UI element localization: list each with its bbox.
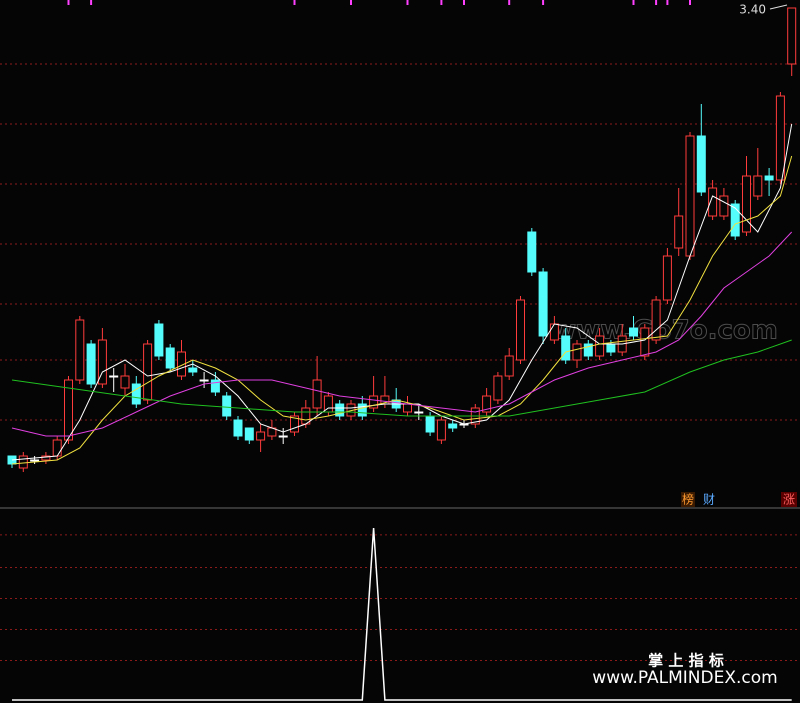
candle-body xyxy=(595,335,605,357)
badge-bg xyxy=(781,492,797,507)
candle-body xyxy=(165,347,175,369)
ma-line xyxy=(11,231,793,437)
candle-body xyxy=(730,203,740,237)
candle-body xyxy=(154,323,164,357)
candle-body xyxy=(787,7,797,65)
badge: 财 xyxy=(703,493,715,507)
candle-body xyxy=(143,343,153,401)
candle-body xyxy=(527,231,537,273)
candle-body xyxy=(493,375,503,401)
candle-body xyxy=(131,383,141,405)
candle-body xyxy=(120,375,130,389)
candle-body xyxy=(662,255,672,301)
candle-body xyxy=(436,419,446,441)
candle-body xyxy=(109,375,119,378)
candle-body xyxy=(640,327,650,357)
candle-body xyxy=(448,423,458,429)
candle-body xyxy=(651,299,661,341)
max-arrow xyxy=(769,4,788,10)
candle-body xyxy=(753,175,763,197)
candle-body xyxy=(742,175,751,233)
candle-body xyxy=(414,411,424,414)
watermark: www.Go7o.com xyxy=(552,316,778,346)
candle-body xyxy=(75,319,85,381)
candle-body xyxy=(538,271,548,337)
candle-body xyxy=(222,395,232,417)
candle-body xyxy=(549,323,559,341)
candle-body xyxy=(256,431,266,441)
candle-body xyxy=(357,403,367,417)
candle-body xyxy=(561,335,571,361)
candle-body xyxy=(629,327,638,337)
candle-body xyxy=(708,187,718,217)
candle-body xyxy=(290,415,299,433)
candle-body xyxy=(199,379,209,382)
candle-body xyxy=(369,395,379,409)
candle-body xyxy=(696,135,706,193)
candle-body xyxy=(41,455,51,461)
candle-body xyxy=(425,415,435,433)
candle-body xyxy=(403,403,412,413)
candle-body xyxy=(64,379,73,441)
candle-body xyxy=(188,367,198,373)
candle-body xyxy=(86,343,96,385)
candle-body xyxy=(606,343,616,353)
candle-body xyxy=(210,379,220,393)
candle-body xyxy=(278,435,288,438)
candle-body xyxy=(685,135,695,257)
candle-body xyxy=(482,395,492,413)
candle-body xyxy=(775,95,785,181)
badge: 涨 xyxy=(783,492,795,507)
candle-body xyxy=(233,419,243,437)
ma-line xyxy=(11,339,792,417)
candle-body xyxy=(244,427,254,441)
candle-body xyxy=(177,351,186,377)
candle-body xyxy=(572,343,582,361)
badge: 榜 xyxy=(682,492,694,507)
indicator-line xyxy=(12,527,792,701)
candle-body xyxy=(764,175,774,181)
candle-body xyxy=(674,215,684,249)
candle-body xyxy=(18,455,28,469)
candle-body xyxy=(30,459,40,462)
candle-body xyxy=(335,403,345,417)
candle-body xyxy=(312,379,322,409)
candle-body xyxy=(52,439,62,457)
ma-line xyxy=(11,123,793,461)
watermark: 掌 上 指 标 xyxy=(648,652,724,670)
ma-line xyxy=(11,155,793,465)
candle-body xyxy=(504,355,514,377)
watermark: www.PALMINDEX.com xyxy=(592,668,777,688)
candle-body xyxy=(97,339,107,385)
badge-bg xyxy=(681,492,695,507)
candle-body xyxy=(583,343,593,357)
candle-body xyxy=(516,299,525,361)
max-label: 3.40 xyxy=(739,3,766,17)
candle-body xyxy=(719,195,729,217)
